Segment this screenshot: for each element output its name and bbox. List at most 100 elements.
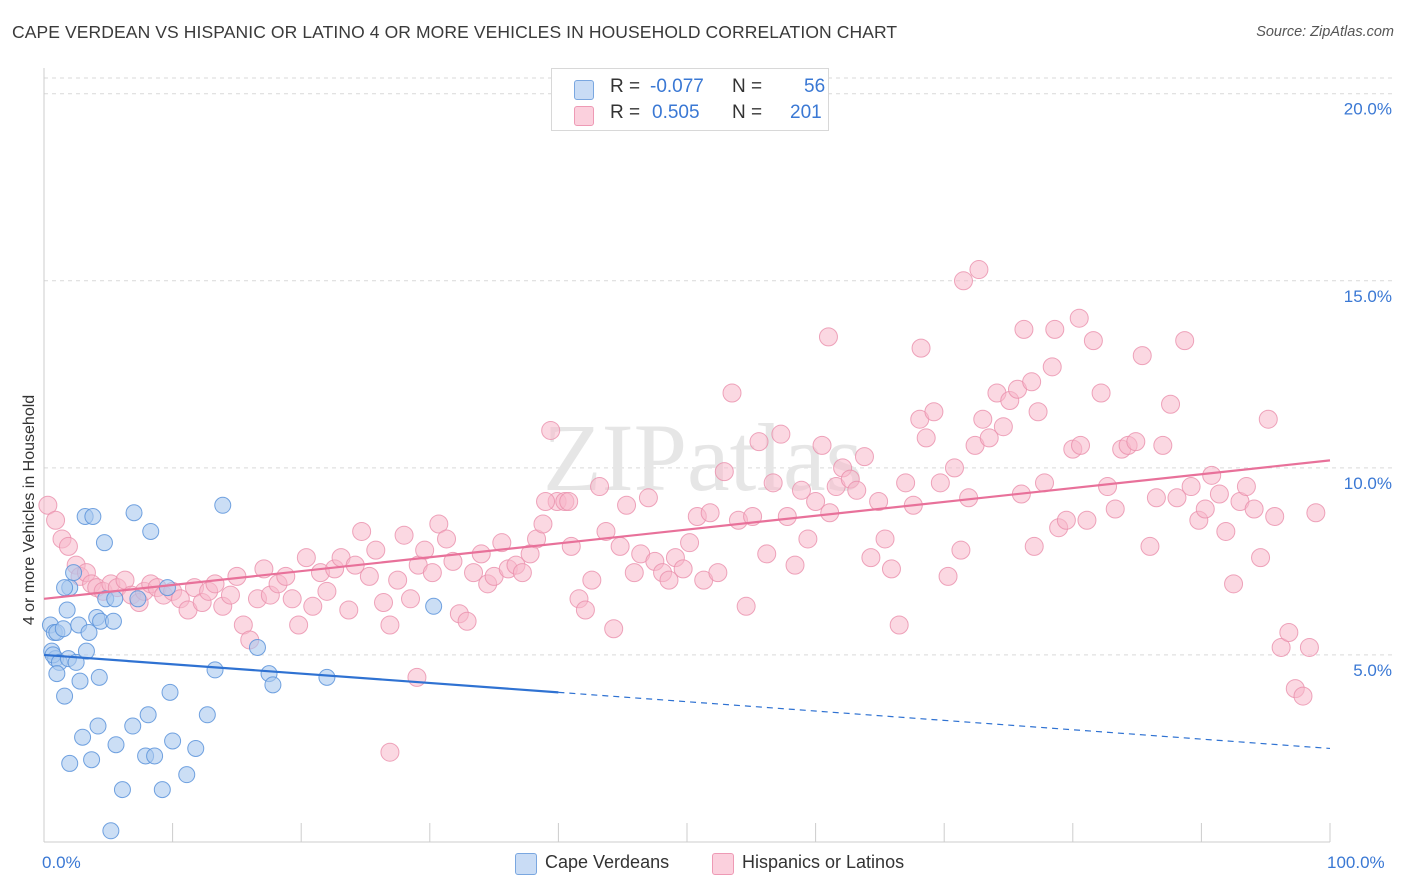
data-point-hispanics xyxy=(380,615,400,635)
data-point-hispanics xyxy=(736,596,756,616)
data-point-hispanics xyxy=(854,447,874,467)
data-point-hispanics xyxy=(575,600,595,620)
data-point-hispanics xyxy=(303,596,323,616)
data-point-hispanics xyxy=(1146,488,1166,508)
trend-lines xyxy=(43,459,1331,750)
data-point-hispanics xyxy=(1236,477,1256,497)
legend-n-label: N = xyxy=(732,76,763,97)
data-point-hispanics xyxy=(1083,331,1103,351)
data-point-hispanics xyxy=(1161,394,1181,414)
data-point-hispanics xyxy=(969,260,989,280)
data-point-hispanics xyxy=(464,563,484,583)
data-point-hispanics xyxy=(1216,521,1236,541)
data-point-cape-verdeans xyxy=(56,687,74,705)
data-point-cape-verdeans xyxy=(139,706,157,724)
data-point-hispanics xyxy=(1045,319,1065,339)
source-label: Source: ZipAtlas.com xyxy=(1256,24,1394,40)
data-point-hispanics xyxy=(722,383,742,403)
data-point-hispanics xyxy=(749,432,769,452)
data-point-hispanics xyxy=(1077,510,1097,530)
data-point-hispanics xyxy=(1293,686,1313,706)
legend-n-value: 201 xyxy=(790,102,822,123)
data-point-cape-verdeans xyxy=(214,496,232,514)
data-point-hispanics xyxy=(1181,477,1201,497)
data-point-hispanics xyxy=(296,548,316,568)
data-point-hispanics xyxy=(763,473,783,493)
data-point-hispanics xyxy=(889,615,909,635)
data-point-cape-verdeans xyxy=(124,717,142,735)
data-point-hispanics xyxy=(875,529,895,549)
data-point-hispanics xyxy=(388,570,408,590)
data-point-hispanics xyxy=(944,458,964,478)
y-tick-label: 15.0% xyxy=(1344,287,1392,306)
data-point-hispanics xyxy=(582,570,602,590)
data-point-hispanics xyxy=(1132,346,1152,366)
data-point-cape-verdeans xyxy=(77,642,95,660)
data-point-cape-verdeans xyxy=(142,522,160,540)
data-point-hispanics xyxy=(610,536,630,556)
data-point-hispanics xyxy=(896,473,916,493)
y-tick-label: 5.0% xyxy=(1353,661,1392,680)
data-point-cape-verdeans xyxy=(107,736,125,754)
data-point-hispanics xyxy=(220,585,240,605)
data-point-hispanics xyxy=(282,589,302,609)
data-point-hispanics xyxy=(289,615,309,635)
data-point-hispanics xyxy=(714,462,734,482)
data-point-hispanics xyxy=(757,544,777,564)
legend: R = -0.077 N = 56 R = 0.505 N = 201 xyxy=(551,68,829,131)
data-point-hispanics xyxy=(422,563,442,583)
data-point-hispanics xyxy=(1258,409,1278,429)
data-point-hispanics xyxy=(415,540,435,560)
data-point-hispanics xyxy=(352,521,372,541)
data-point-cape-verdeans xyxy=(164,732,182,750)
data-point-cape-verdeans xyxy=(146,747,164,765)
data-point-hispanics xyxy=(1175,331,1195,351)
data-point-hispanics xyxy=(930,473,950,493)
data-point-cape-verdeans xyxy=(54,620,72,638)
data-point-cape-verdeans xyxy=(71,672,89,690)
bottom-legend-label: Cape Verdeans xyxy=(545,852,670,872)
data-point-hispanics xyxy=(785,555,805,575)
data-point-hispanics xyxy=(429,514,449,534)
data-point-cape-verdeans xyxy=(187,739,205,757)
data-point-hispanics xyxy=(973,409,993,429)
data-point-cape-verdeans xyxy=(65,564,83,582)
bottom-legend-swatch-pink xyxy=(712,853,734,875)
data-point-hispanics xyxy=(407,667,427,687)
data-point-hispanics xyxy=(1202,465,1222,485)
data-point-hispanics xyxy=(638,488,658,508)
data-point-hispanics xyxy=(443,551,463,571)
chart-title: CAPE VERDEAN VS HISPANIC OR LATINO 4 OR … xyxy=(12,22,898,42)
data-point-cape-verdeans xyxy=(248,638,266,656)
data-point-hispanics xyxy=(276,566,296,586)
data-point-cape-verdeans xyxy=(153,781,171,799)
data-point-hispanics xyxy=(924,402,944,422)
data-point-cape-verdeans xyxy=(56,579,74,597)
data-point-hispanics xyxy=(1022,372,1042,392)
axes xyxy=(43,68,1331,843)
data-point-hispanics xyxy=(1035,473,1055,493)
y-tick-label: 20.0% xyxy=(1344,100,1392,119)
data-point-hispanics xyxy=(1140,536,1160,556)
data-point-hispanics xyxy=(590,477,610,497)
series-cape-verdeans-points xyxy=(41,496,443,840)
data-point-hispanics xyxy=(512,563,532,583)
legend-r-value: 0.505 xyxy=(652,102,700,123)
data-point-cape-verdeans xyxy=(95,534,113,552)
data-point-cape-verdeans xyxy=(84,507,102,525)
data-point-hispanics xyxy=(394,525,414,545)
data-point-hispanics xyxy=(536,492,556,512)
data-point-hispanics xyxy=(380,742,400,762)
data-point-hispanics xyxy=(916,428,936,448)
data-point-cape-verdeans xyxy=(106,590,124,608)
data-point-hispanics xyxy=(205,574,225,594)
data-point-cape-verdeans xyxy=(125,504,143,522)
y-axis-label-wrap: 4 or more Vehicles in Household xyxy=(10,300,50,720)
bottom-legend-label: Hispanics or Latinos xyxy=(742,852,905,872)
data-point-cape-verdeans xyxy=(48,665,66,683)
data-point-hispanics xyxy=(818,327,838,347)
data-point-hispanics xyxy=(771,424,791,444)
data-point-hispanics xyxy=(1299,637,1319,657)
data-point-cape-verdeans xyxy=(83,751,101,769)
